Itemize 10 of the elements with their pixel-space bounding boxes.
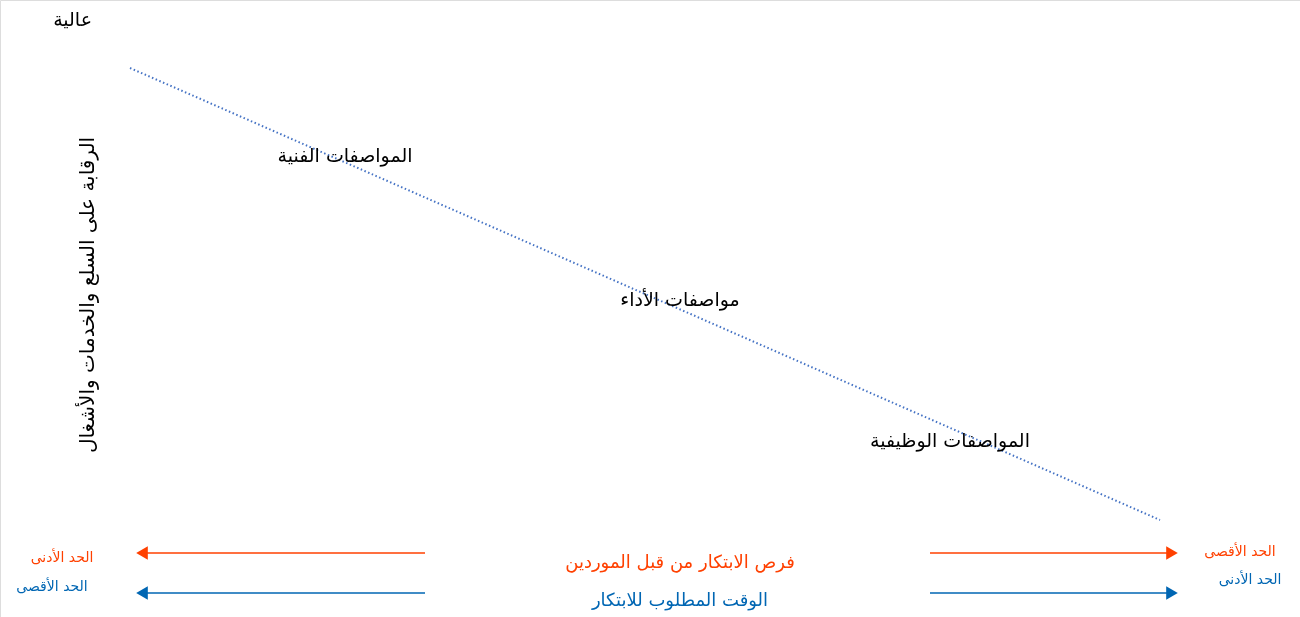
text: فرص الابتكار من قبل الموردين <box>565 551 795 573</box>
text: الحد الأقصى <box>1204 542 1276 559</box>
annotation: المواصفات الفنية <box>277 144 413 167</box>
text: الحد الأقصى <box>16 577 88 594</box>
text: عالية <box>53 8 92 30</box>
annotation: مواصفات الأداء <box>620 288 740 311</box>
text: الحد الأدنى <box>30 548 94 565</box>
y-axis-title: الرقابة على السلع والخدمات والأشغال <box>75 136 99 454</box>
text: الوقت المطلوب للابتكار <box>590 589 769 611</box>
text: الحد الأدنى <box>1218 570 1282 587</box>
